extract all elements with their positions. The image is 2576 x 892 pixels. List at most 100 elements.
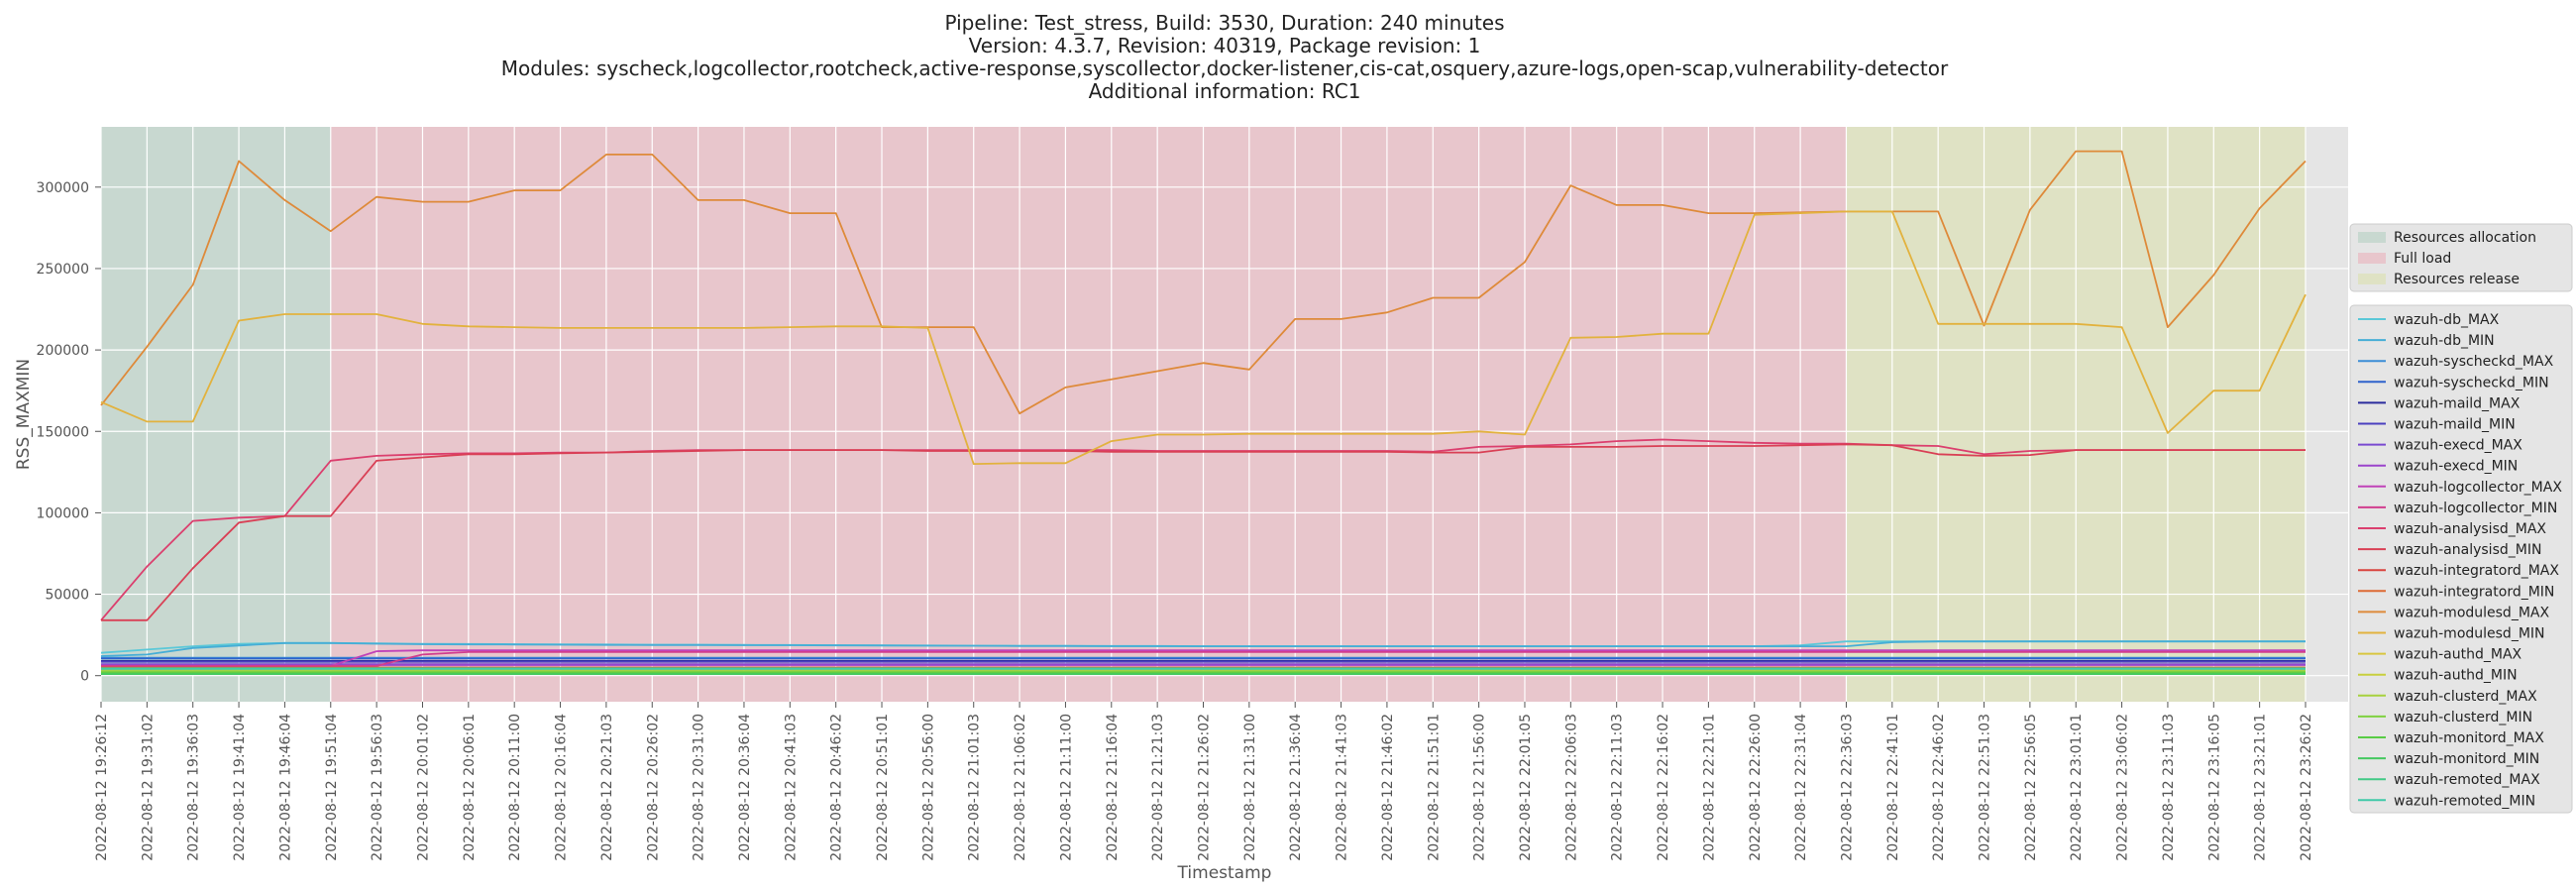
series-legend-label: wazuh-remoted_MAX xyxy=(2394,772,2540,788)
title-line-4: Additional information: RC1 xyxy=(1089,79,1361,103)
x-tick-label: 2022-08-12 19:26:12 xyxy=(94,714,110,861)
series-legend-label: wazuh-maild_MAX xyxy=(2394,395,2521,411)
y-tick-label: 0 xyxy=(80,669,89,685)
chart-title: Pipeline: Test_stress, Build: 3530, Dura… xyxy=(501,11,1949,103)
series-legend-label: wazuh-integratord_MAX xyxy=(2394,563,2559,579)
series-legend-box xyxy=(2349,304,2573,814)
x-tick-label: 2022-08-12 20:01:02 xyxy=(415,714,431,861)
x-tick-label: 2022-08-12 20:36:04 xyxy=(737,714,753,861)
x-tick-label: 2022-08-12 21:26:02 xyxy=(1197,714,1213,861)
x-tick-label: 2022-08-12 21:46:02 xyxy=(1380,714,1396,861)
x-tick-label: 2022-08-12 20:06:01 xyxy=(462,714,478,861)
series-legend-label: wazuh-execd_MIN xyxy=(2394,459,2518,475)
phase-band-2 xyxy=(330,127,1847,702)
x-tick-label: 2022-08-12 22:21:01 xyxy=(1701,714,1717,861)
series-legend-label: wazuh-maild_MIN xyxy=(2394,417,2516,433)
series-legend-label: wazuh-modulesd_MAX xyxy=(2394,605,2549,620)
x-tick-label: 2022-08-12 22:11:03 xyxy=(1610,714,1626,861)
x-tick-label: 2022-08-12 23:01:01 xyxy=(2069,714,2085,861)
phase-legend-swatch xyxy=(2358,232,2386,243)
series-legend-label: wazuh-clusterd_MIN xyxy=(2394,710,2532,725)
x-tick-label: 2022-08-12 21:51:01 xyxy=(1426,714,1442,861)
x-tick-label: 2022-08-12 19:36:03 xyxy=(186,714,202,861)
x-tick-label: 2022-08-12 23:16:05 xyxy=(2206,714,2222,861)
x-tick-label: 2022-08-12 22:56:05 xyxy=(2023,714,2039,861)
y-axis-label: RSS_MAXMIN xyxy=(14,359,34,470)
title-line-3: Modules: syscheck,logcollector,rootcheck… xyxy=(501,56,1949,80)
x-tick-label: 2022-08-12 23:26:02 xyxy=(2299,714,2314,861)
x-tick-label: 2022-08-12 21:36:04 xyxy=(1288,714,1304,861)
x-tick-label: 2022-08-12 21:06:02 xyxy=(1013,714,1028,861)
x-tick-label: 2022-08-12 20:16:04 xyxy=(554,714,570,861)
series-line-wazuh-logcollector_MIN xyxy=(101,651,2306,667)
x-tick-label: 2022-08-12 21:01:03 xyxy=(967,714,983,861)
series-legend-label: wazuh-db_MIN xyxy=(2394,333,2495,349)
x-tick-label: 2022-08-12 20:11:00 xyxy=(507,714,523,861)
series-legend-label: wazuh-monitord_MIN xyxy=(2394,751,2539,767)
series-line-wazuh-logcollector_MAX xyxy=(101,649,2306,667)
x-tick-label: 2022-08-12 20:51:01 xyxy=(875,714,891,861)
series-legend-label: wazuh-analysisd_MIN xyxy=(2394,542,2541,558)
x-tick-label: 2022-08-12 21:41:03 xyxy=(1335,714,1350,861)
phase-legend-swatch xyxy=(2358,253,2386,264)
y-tick-label: 200000 xyxy=(37,343,89,359)
x-tick-labels: 2022-08-12 19:26:12 2022-08-12 19:31:02 20… xyxy=(94,702,2314,861)
grid-lines xyxy=(100,127,2348,702)
series-legend-label: wazuh-logcollector_MIN xyxy=(2394,501,2557,516)
x-tick-label: 2022-08-12 19:31:02 xyxy=(140,714,156,861)
y-tick-label: 300000 xyxy=(37,180,89,196)
series-legend-label: wazuh-remoted_MIN xyxy=(2394,793,2535,809)
x-tick-label: 2022-08-12 20:26:02 xyxy=(645,714,661,861)
title-line-2: Version: 4.3.7, Revision: 40319, Package… xyxy=(969,34,1481,57)
series-legend-label: wazuh-execd_MAX xyxy=(2394,438,2522,454)
x-tick-label: 2022-08-12 19:41:04 xyxy=(232,714,248,861)
x-tick-label: 2022-08-12 20:21:03 xyxy=(599,714,615,861)
phase-legend-label: Full load xyxy=(2394,251,2451,267)
series-legend-label: wazuh-analysisd_MAX xyxy=(2394,521,2546,537)
x-tick-label: 2022-08-12 22:16:02 xyxy=(1656,714,1671,861)
title-line-1: Pipeline: Test_stress, Build: 3530, Dura… xyxy=(944,11,1504,35)
series-legend-label: wazuh-monitord_MAX xyxy=(2394,730,2544,746)
series-legend-label: wazuh-syscheckd_MIN xyxy=(2394,375,2549,390)
x-tick-label: 2022-08-12 22:06:03 xyxy=(1563,714,1579,861)
x-tick-label: 2022-08-12 22:31:04 xyxy=(1793,714,1809,861)
x-tick-label: 2022-08-12 21:11:00 xyxy=(1058,714,1074,861)
phase-legend-swatch xyxy=(2358,274,2386,284)
series-legend-label: wazuh-logcollector_MAX xyxy=(2394,480,2562,496)
series-line-wazuh-modulesd_MAX xyxy=(100,150,2307,415)
x-tick-label: 2022-08-12 22:36:03 xyxy=(1839,714,1855,861)
series-line-wazuh-modulesd_MIN xyxy=(100,210,2307,466)
phase-legend: Resources allocation Full load Resources r… xyxy=(2349,223,2573,292)
series-legend-label: wazuh-authd_MAX xyxy=(2394,647,2522,663)
x-tick-label: 2022-08-12 21:56:00 xyxy=(1472,714,1488,861)
x-tick-label: 2022-08-12 20:56:00 xyxy=(920,714,936,861)
series-legend-label: wazuh-integratord_MIN xyxy=(2394,584,2554,600)
series-legend-label: wazuh-modulesd_MIN xyxy=(2394,626,2545,642)
y-tick-label: 50000 xyxy=(45,588,89,604)
y-tick-labels: 0 50000 100000 150000 200000 250000 300000 xyxy=(37,180,101,685)
phase-legend-label: Resources release xyxy=(2394,272,2520,287)
x-tick-label: 2022-08-12 22:41:01 xyxy=(1885,714,1901,861)
x-tick-label: 2022-08-12 20:46:02 xyxy=(829,714,845,861)
x-tick-label: 2022-08-12 19:56:03 xyxy=(370,714,385,861)
x-tick-label: 2022-08-12 20:41:03 xyxy=(783,714,799,861)
x-tick-label: 2022-08-12 21:16:04 xyxy=(1105,714,1121,861)
x-tick-label: 2022-08-12 20:31:00 xyxy=(692,714,707,861)
phase-legend-box xyxy=(2349,223,2573,292)
series-legend-label: wazuh-authd_MIN xyxy=(2394,668,2518,684)
x-tick-label: 2022-08-12 23:11:03 xyxy=(2161,714,2177,861)
series-line-wazuh-db_MIN xyxy=(100,640,2306,657)
x-tick-label: 2022-08-12 19:46:04 xyxy=(277,714,293,861)
phase-legend-label: Resources allocation xyxy=(2394,230,2536,246)
series-lines xyxy=(100,150,2307,675)
phase-band-1 xyxy=(101,127,331,702)
y-tick-label: 100000 xyxy=(37,505,89,521)
x-tick-label: 2022-08-12 22:26:00 xyxy=(1748,714,1764,861)
series-line-wazuh-analysisd_MIN xyxy=(101,443,2306,621)
series-legend-label: wazuh-clusterd_MAX xyxy=(2394,689,2537,705)
series-legend-label: wazuh-db_MAX xyxy=(2394,312,2500,328)
series-legend-label: wazuh-syscheckd_MAX xyxy=(2394,354,2554,370)
series-legend: wazuh-db_MAX wazuh-db_MIN wazuh-syscheckd_… xyxy=(2349,304,2573,814)
x-tick-label: 2022-08-12 21:31:00 xyxy=(1242,714,1258,861)
